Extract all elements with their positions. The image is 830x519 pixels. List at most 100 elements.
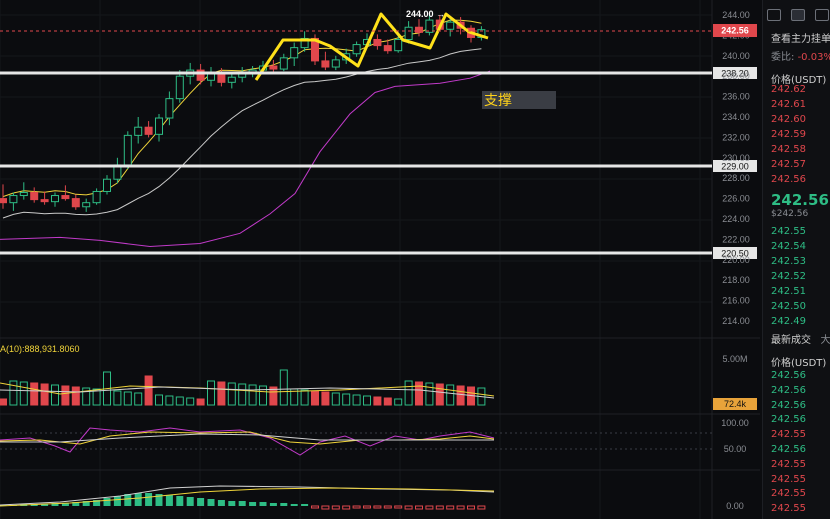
w-pattern-overlay bbox=[254, 12, 489, 81]
macd-panel: 0.00 bbox=[0, 485, 744, 511]
candle-body bbox=[196, 69, 205, 81]
macd-bar bbox=[217, 500, 225, 506]
macd-bar bbox=[363, 505, 371, 509]
macd-bar bbox=[238, 501, 246, 506]
macd-bar bbox=[228, 501, 236, 506]
bid-price-row[interactable]: 242.55 bbox=[771, 226, 806, 237]
osc-d-line bbox=[0, 431, 495, 445]
ask-price-row[interactable]: 242.58 bbox=[771, 144, 806, 155]
ma-slow-line bbox=[2, 48, 482, 219]
candle-body bbox=[103, 178, 111, 192]
bid-price-row[interactable]: 242.54 bbox=[771, 241, 806, 252]
ask-price-row[interactable]: 242.60 bbox=[771, 114, 806, 125]
trade-row: 242.55 bbox=[771, 503, 806, 515]
candle-body bbox=[227, 76, 236, 83]
volume-bar bbox=[415, 381, 423, 406]
volume-panel: 5.00M 72.4k bbox=[0, 354, 757, 410]
layout-icon-1[interactable] bbox=[767, 9, 781, 21]
candle-body bbox=[134, 126, 143, 136]
volume-bar bbox=[0, 398, 7, 406]
price-tick-label: 228.00 bbox=[722, 173, 750, 183]
order-book-panel: 查看主力挂单 委比: -0.03% 价格(USDT) 242.62 242.61 2… bbox=[762, 0, 830, 519]
volume-bar bbox=[383, 397, 392, 406]
candle-body bbox=[331, 59, 340, 68]
trade-row: 242.56 bbox=[771, 444, 806, 455]
candle-body bbox=[19, 191, 28, 197]
macd-bar bbox=[249, 502, 257, 506]
layout-icon-3[interactable] bbox=[815, 9, 829, 21]
bid-price-row[interactable]: 242.52 bbox=[771, 271, 806, 282]
trade-row: 242.55 bbox=[771, 488, 806, 500]
support-label-box bbox=[482, 91, 556, 109]
bid-price-row[interactable]: 242.50 bbox=[771, 301, 806, 312]
ask-price-row[interactable]: 242.62 bbox=[771, 84, 806, 95]
candle-body bbox=[123, 134, 132, 166]
volume-bar bbox=[425, 382, 434, 406]
bid-price-row[interactable]: 242.53 bbox=[771, 256, 806, 267]
volume-ma-label: A(10):888,931.8060 bbox=[0, 344, 80, 354]
candle-body bbox=[404, 26, 413, 40]
ask-price-row[interactable]: 242.56 bbox=[771, 174, 806, 185]
macd-bar bbox=[197, 498, 205, 506]
bid-price-row[interactable]: 242.49 bbox=[771, 316, 806, 327]
volume-bar bbox=[456, 385, 465, 406]
trades-title-text: 最新成交 bbox=[771, 335, 811, 346]
price-tick-label: 222.00 bbox=[722, 234, 750, 244]
candlestick-series bbox=[0, 15, 486, 212]
volume-bar bbox=[9, 380, 18, 406]
volume-bar bbox=[279, 369, 288, 406]
trades-title[interactable]: 最新成交 大 bbox=[771, 331, 830, 346]
price-axis: 244.00242.00240.00238.00236.00234.00232.… bbox=[713, 10, 757, 326]
current-price-tag-label: 242.56 bbox=[721, 26, 749, 36]
price-tick-label: 226.00 bbox=[722, 194, 750, 204]
trades-tab2[interactable]: 大 bbox=[820, 335, 830, 346]
macd-bar bbox=[51, 503, 59, 506]
volume-bar bbox=[269, 386, 278, 406]
w-pattern-line bbox=[254, 12, 489, 81]
layout-icon-2[interactable] bbox=[791, 9, 805, 21]
macd-bar bbox=[186, 497, 194, 506]
volume-bar bbox=[71, 386, 80, 406]
current-price-tag bbox=[713, 24, 757, 37]
horizontal-levels: 238.20 229.00 220.50 bbox=[0, 30, 757, 259]
volume-tag bbox=[713, 398, 757, 410]
candle-body bbox=[0, 198, 7, 204]
macd-bar bbox=[342, 505, 351, 510]
candle-body bbox=[415, 26, 423, 33]
macd-bar bbox=[301, 504, 309, 506]
candle-body bbox=[290, 47, 299, 59]
ratio-label: 委比: -0.03% bbox=[771, 48, 830, 63]
candle-body bbox=[30, 191, 39, 201]
trade-row: 242.56 bbox=[771, 399, 806, 411]
candle-body bbox=[155, 117, 163, 135]
order-book-title[interactable]: 查看主力挂单 bbox=[771, 34, 830, 45]
volume-bar bbox=[321, 391, 330, 406]
volume-bar bbox=[238, 383, 247, 406]
candle-body bbox=[425, 19, 434, 33]
volume-bar bbox=[373, 396, 382, 406]
volume-bar bbox=[175, 396, 184, 406]
volume-bar bbox=[196, 398, 205, 406]
trade-row: 242.56 bbox=[771, 370, 806, 381]
bid-price-row[interactable]: 242.51 bbox=[771, 286, 806, 297]
macd-bar bbox=[373, 505, 382, 509]
candle-body bbox=[311, 37, 319, 62]
price-tick-label: 216.00 bbox=[722, 296, 750, 306]
level-tag-label: 238.20 bbox=[721, 69, 749, 79]
volume-bar bbox=[227, 382, 236, 406]
osc-tick-label: 50.00 bbox=[724, 444, 747, 454]
candle-body bbox=[82, 202, 91, 208]
volume-ma-line-2 bbox=[0, 386, 495, 399]
ask-price-row[interactable]: 242.57 bbox=[771, 159, 806, 170]
macd-tick-label: 0.00 bbox=[726, 501, 744, 511]
macd-bar bbox=[425, 505, 434, 510]
price-tick-label: 236.00 bbox=[722, 92, 750, 102]
price-tick-label: 244.00 bbox=[722, 10, 750, 20]
level-tag-label: 220.50 bbox=[721, 249, 749, 259]
ratio-value: -0.03% bbox=[797, 52, 830, 63]
ask-price-row[interactable]: 242.59 bbox=[771, 129, 806, 140]
candle-body bbox=[144, 126, 153, 135]
ask-price-row[interactable]: 242.61 bbox=[771, 99, 806, 110]
price-tick-label: 218.00 bbox=[722, 275, 750, 285]
